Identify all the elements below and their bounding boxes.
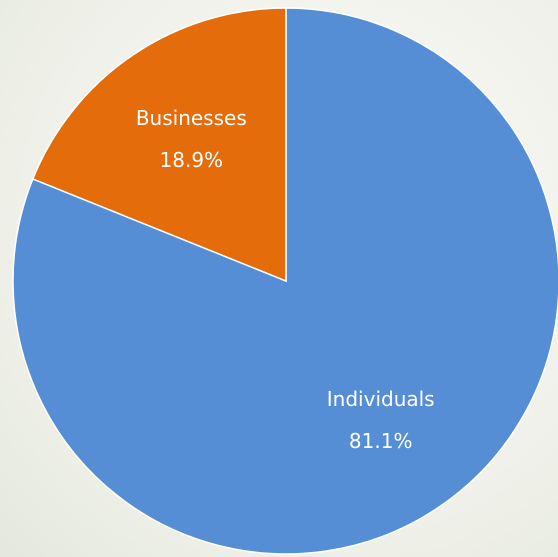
- slice-label: Businesses: [136, 106, 247, 130]
- slice-value-label: 81.1%: [349, 429, 413, 453]
- slice-label: Individuals: [327, 387, 435, 411]
- pie-slice: [31, 7, 287, 283]
- slice-value-label: 18.9%: [160, 148, 224, 172]
